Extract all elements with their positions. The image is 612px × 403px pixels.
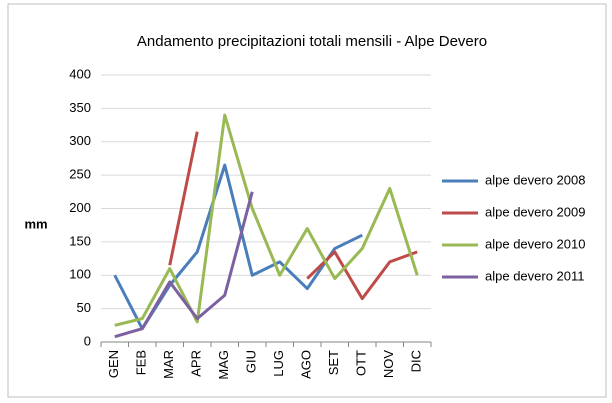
x-tick-label: MAR (161, 350, 176, 379)
x-tick-label: FEB (134, 350, 149, 375)
legend-label: alpe devero 2009 (485, 204, 585, 219)
y-axis-label: mm (24, 216, 47, 231)
x-tick-label: GEN (106, 350, 121, 378)
x-tick-label: OTT (354, 350, 369, 376)
legend-label: alpe devero 2008 (485, 172, 585, 187)
chart-title: Andamento precipitazioni totali mensili … (137, 33, 487, 50)
y-tick-label: 300 (69, 133, 91, 148)
x-tick-label: APR (189, 350, 204, 377)
legend-label: alpe devero 2011 (485, 268, 585, 283)
legend-label: alpe devero 2010 (485, 236, 585, 251)
series-line (114, 191, 254, 339)
chart-frame (7, 3, 607, 398)
y-tick-label: 150 (69, 233, 91, 248)
y-tick-label: 200 (69, 200, 91, 215)
y-tick-label: 100 (69, 267, 91, 282)
x-tick-label: DIC (409, 350, 424, 372)
x-tick-label: GIU (244, 350, 259, 373)
x-tick-label: NOV (381, 350, 396, 379)
x-tick-label: MAG (216, 350, 231, 380)
x-tick-label: LUG (271, 350, 286, 377)
y-tick-label: 350 (69, 100, 91, 115)
y-tick-label: 0 (84, 333, 91, 348)
x-tick-label: SET (326, 350, 341, 375)
x-tick-label: AGO (299, 350, 314, 379)
y-tick-label: 400 (69, 66, 91, 81)
y-tick-label: 50 (77, 300, 91, 315)
y-tick-label: 250 (69, 167, 91, 182)
series-line (114, 113, 419, 327)
